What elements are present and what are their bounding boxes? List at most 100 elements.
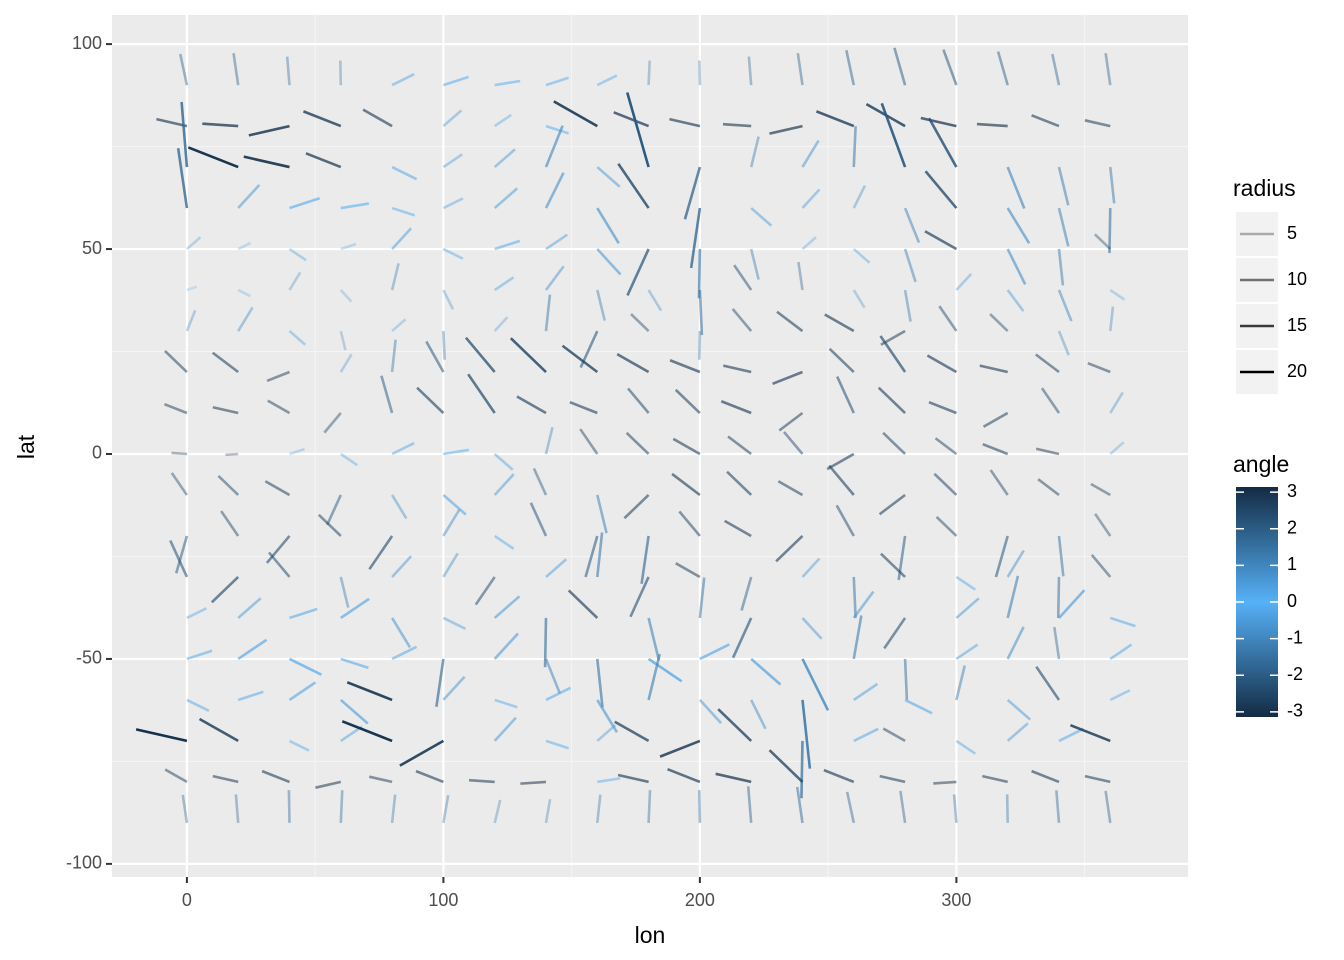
spoke bbox=[853, 727, 879, 743]
spoke bbox=[544, 125, 564, 168]
spoke bbox=[1109, 391, 1124, 414]
spoke bbox=[1084, 774, 1111, 784]
spoke bbox=[596, 248, 622, 276]
spoke bbox=[164, 402, 188, 415]
spoke bbox=[442, 616, 467, 631]
spoke bbox=[955, 597, 980, 619]
spoke bbox=[544, 798, 552, 824]
spoke bbox=[391, 165, 418, 181]
spoke bbox=[994, 535, 1009, 578]
spoke bbox=[217, 475, 240, 496]
spoke bbox=[740, 576, 753, 611]
spoke bbox=[390, 794, 397, 824]
spoke bbox=[493, 716, 517, 742]
spoke bbox=[852, 289, 866, 309]
spoke bbox=[1005, 794, 1009, 823]
colorbar-label: 3 bbox=[1287, 481, 1297, 501]
spoke bbox=[425, 340, 445, 373]
spoke bbox=[772, 370, 803, 385]
spoke bbox=[667, 767, 701, 784]
spoke bbox=[442, 330, 446, 360]
spoke bbox=[1108, 166, 1116, 204]
spoke bbox=[722, 122, 752, 128]
spoke bbox=[186, 285, 198, 292]
legend-key bbox=[1236, 212, 1278, 256]
spoke bbox=[390, 494, 408, 520]
spoke bbox=[220, 510, 240, 537]
spoke bbox=[903, 207, 921, 244]
spoke bbox=[669, 117, 701, 128]
spoke bbox=[569, 401, 598, 415]
spoke bbox=[853, 682, 879, 702]
spoke bbox=[1090, 482, 1111, 497]
spoke bbox=[1006, 626, 1025, 660]
spoke bbox=[399, 739, 445, 767]
spoke bbox=[1057, 166, 1070, 206]
spoke bbox=[176, 147, 189, 209]
spoke bbox=[288, 681, 317, 702]
spoke bbox=[1037, 478, 1060, 497]
spoke bbox=[616, 353, 650, 374]
spoke bbox=[1108, 306, 1115, 332]
spoke bbox=[823, 768, 855, 784]
spoke bbox=[261, 769, 290, 784]
spoke bbox=[516, 395, 547, 415]
spoke bbox=[442, 675, 466, 701]
spoke bbox=[315, 780, 342, 789]
spoke bbox=[933, 780, 957, 785]
spoke bbox=[746, 786, 753, 823]
spoke bbox=[415, 769, 444, 784]
spoke bbox=[1093, 233, 1112, 250]
spoke bbox=[442, 75, 469, 87]
spoke bbox=[544, 265, 565, 291]
spoke bbox=[391, 555, 413, 578]
spoke bbox=[647, 289, 663, 312]
spoke bbox=[435, 658, 445, 708]
spoke bbox=[879, 774, 906, 784]
y-tick-label: 0 bbox=[92, 443, 102, 463]
spoke bbox=[212, 405, 239, 415]
spoke bbox=[903, 658, 909, 700]
spoke bbox=[903, 289, 912, 322]
y-tick-label: -50 bbox=[76, 648, 102, 668]
legend-label: 20 bbox=[1287, 361, 1307, 381]
spoke bbox=[982, 442, 1009, 456]
spoke bbox=[544, 658, 562, 694]
spoke bbox=[164, 349, 188, 373]
spoke bbox=[493, 276, 515, 292]
spoke bbox=[955, 665, 967, 701]
spoke bbox=[237, 638, 268, 661]
spoke bbox=[339, 698, 369, 725]
spoke bbox=[362, 108, 393, 128]
spoke bbox=[1104, 790, 1112, 824]
spoke bbox=[493, 113, 512, 128]
spoke bbox=[202, 122, 239, 128]
spoke bbox=[877, 386, 906, 414]
spoke bbox=[899, 790, 907, 824]
spoke bbox=[545, 124, 570, 135]
spoke bbox=[1006, 722, 1029, 742]
spoke bbox=[926, 354, 958, 374]
spoke bbox=[979, 364, 1008, 374]
spoke bbox=[1069, 724, 1111, 743]
spoke bbox=[617, 163, 650, 209]
spoke bbox=[1035, 447, 1060, 456]
spoke bbox=[815, 110, 855, 128]
spoke bbox=[698, 289, 704, 336]
colorbar-label: -3 bbox=[1287, 701, 1303, 721]
spoke bbox=[903, 248, 917, 283]
spoke bbox=[391, 206, 416, 217]
spoke bbox=[647, 790, 652, 823]
spoke bbox=[924, 230, 958, 251]
spoke bbox=[341, 720, 393, 743]
spoke bbox=[186, 649, 213, 661]
spoke bbox=[186, 236, 202, 251]
spoke bbox=[678, 510, 701, 537]
spoke bbox=[671, 472, 701, 497]
spoke bbox=[720, 400, 752, 415]
spoke bbox=[289, 447, 305, 456]
spoke bbox=[750, 699, 767, 730]
spoke bbox=[769, 124, 803, 135]
spoke bbox=[801, 188, 821, 209]
spoke bbox=[626, 248, 650, 296]
